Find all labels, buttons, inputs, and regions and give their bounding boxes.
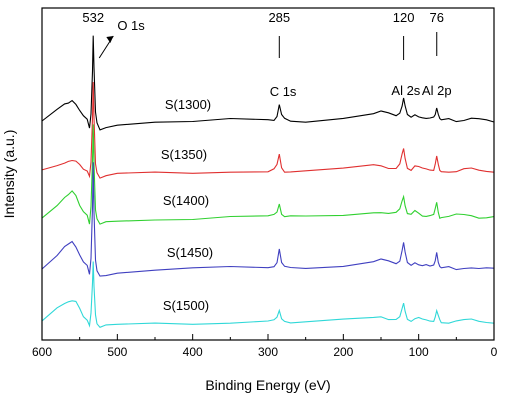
series-line-4 — [41, 261, 495, 328]
axis-layer: 600 500 400 300 200 100 0 — [32, 334, 498, 359]
plot-frame — [41, 7, 495, 341]
x-tick-label-4: 200 — [333, 345, 353, 359]
series-line-2 — [41, 124, 495, 225]
series-line-1 — [41, 81, 495, 179]
annotation-1: C 1s — [270, 84, 297, 99]
peak-marker-label-3: 76 — [430, 10, 444, 25]
x-tick-label-2: 400 — [183, 345, 203, 359]
series-line-3 — [41, 162, 495, 277]
series-label-0: S(1300) — [165, 97, 211, 112]
x-tick-label-5: 100 — [409, 345, 429, 359]
series-label-2: S(1400) — [163, 193, 209, 208]
series-label-3: S(1450) — [167, 245, 213, 260]
annotation-2: Al 2s — [391, 83, 420, 98]
peak-marker-label-0: 532 — [82, 10, 104, 25]
series-layer — [41, 35, 495, 328]
peak-marker-label-1: 285 — [268, 10, 290, 25]
y-axis-label: Intensity (a.u.) — [1, 130, 17, 219]
x-tick-label-0: 600 — [32, 345, 52, 359]
label-layer: S(1300) S(1350) S(1400) S(1450) S(1500) 532 28… — [82, 10, 451, 313]
annotation-0: O 1s — [117, 18, 145, 33]
x-tick-label-1: 500 — [107, 345, 127, 359]
x-tick-label-6: 0 — [491, 345, 498, 359]
x-axis-label: Binding Energy (eV) — [205, 377, 330, 393]
series-label-1: S(1350) — [161, 147, 207, 162]
annotation-arrowhead-0 — [106, 36, 114, 43]
annotation-3: Al 2p — [422, 83, 452, 98]
series-label-4: S(1500) — [163, 298, 209, 313]
x-tick-label-3: 300 — [258, 345, 278, 359]
peak-marker-label-2: 120 — [393, 10, 415, 25]
series-line-0 — [41, 35, 495, 131]
